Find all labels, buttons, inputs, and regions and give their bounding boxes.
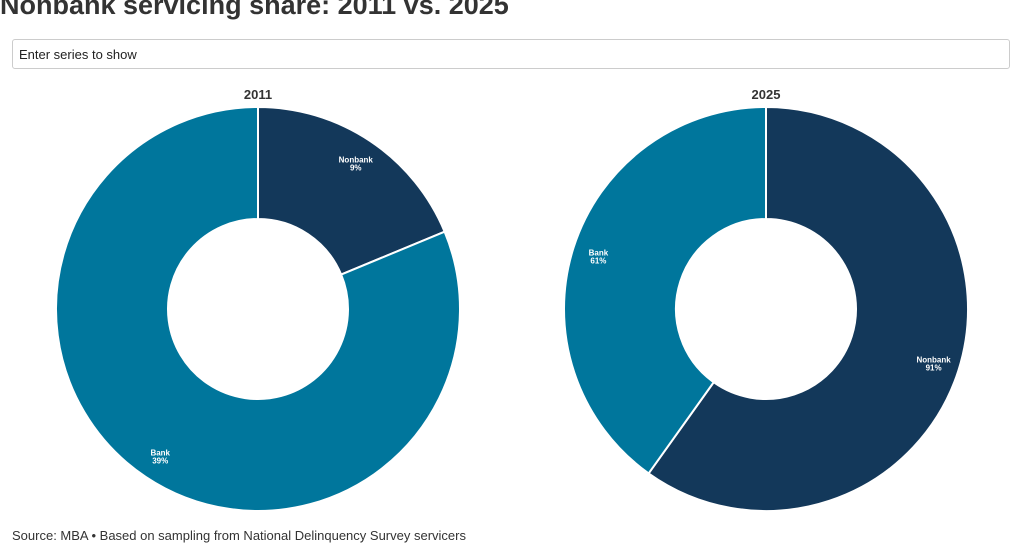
chart-title: Nonbank servicing share: 2011 vs. 2025 xyxy=(0,0,509,20)
slice-bank[interactable] xyxy=(563,105,767,475)
donut-title: 2025 xyxy=(752,87,781,102)
slice-label: Bank xyxy=(589,248,609,257)
source-note: Source: MBA • Based on sampling from Nat… xyxy=(12,528,466,543)
slice-value-label: 91% xyxy=(926,364,942,373)
slice-value-label: 9% xyxy=(350,164,362,173)
slice-bank[interactable] xyxy=(55,105,461,512)
slice-label: Nonbank xyxy=(339,156,374,165)
slice-label: Nonbank xyxy=(916,356,951,365)
series-filter-input[interactable] xyxy=(12,39,1010,69)
slice-label: Bank xyxy=(150,448,170,457)
slice-nonbank[interactable] xyxy=(647,105,969,512)
slice-nonbank[interactable] xyxy=(257,105,446,276)
slice-value-label: 61% xyxy=(590,256,606,265)
donut-title: 2011 xyxy=(244,87,272,102)
slice-value-label: 39% xyxy=(152,456,168,465)
